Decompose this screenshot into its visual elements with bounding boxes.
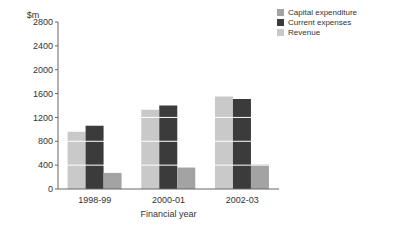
svg-text:2002-03: 2002-03	[226, 195, 259, 205]
svg-text:1998-99: 1998-99	[78, 195, 111, 205]
html-text:Capital expenditure: Capital expenditure	[288, 8, 357, 17]
svg-text:1200: 1200	[33, 113, 53, 123]
svg-text:0: 0	[48, 184, 53, 194]
svg-text:400: 400	[38, 160, 53, 170]
svg-text:2000: 2000	[33, 65, 53, 75]
html-text:Revenue: Revenue	[288, 28, 321, 37]
svg-text:1600: 1600	[33, 89, 53, 99]
svg-text:$m: $m	[27, 10, 40, 20]
svg-text:2000-01: 2000-01	[152, 195, 185, 205]
svg-text:2800: 2800	[33, 17, 53, 28]
svg-text:Financial year: Financial year	[141, 209, 197, 219]
html-text:Current expenses: Current expenses	[288, 18, 352, 27]
svg-text:800: 800	[38, 136, 53, 146]
svg-text:2400: 2400	[33, 41, 53, 51]
